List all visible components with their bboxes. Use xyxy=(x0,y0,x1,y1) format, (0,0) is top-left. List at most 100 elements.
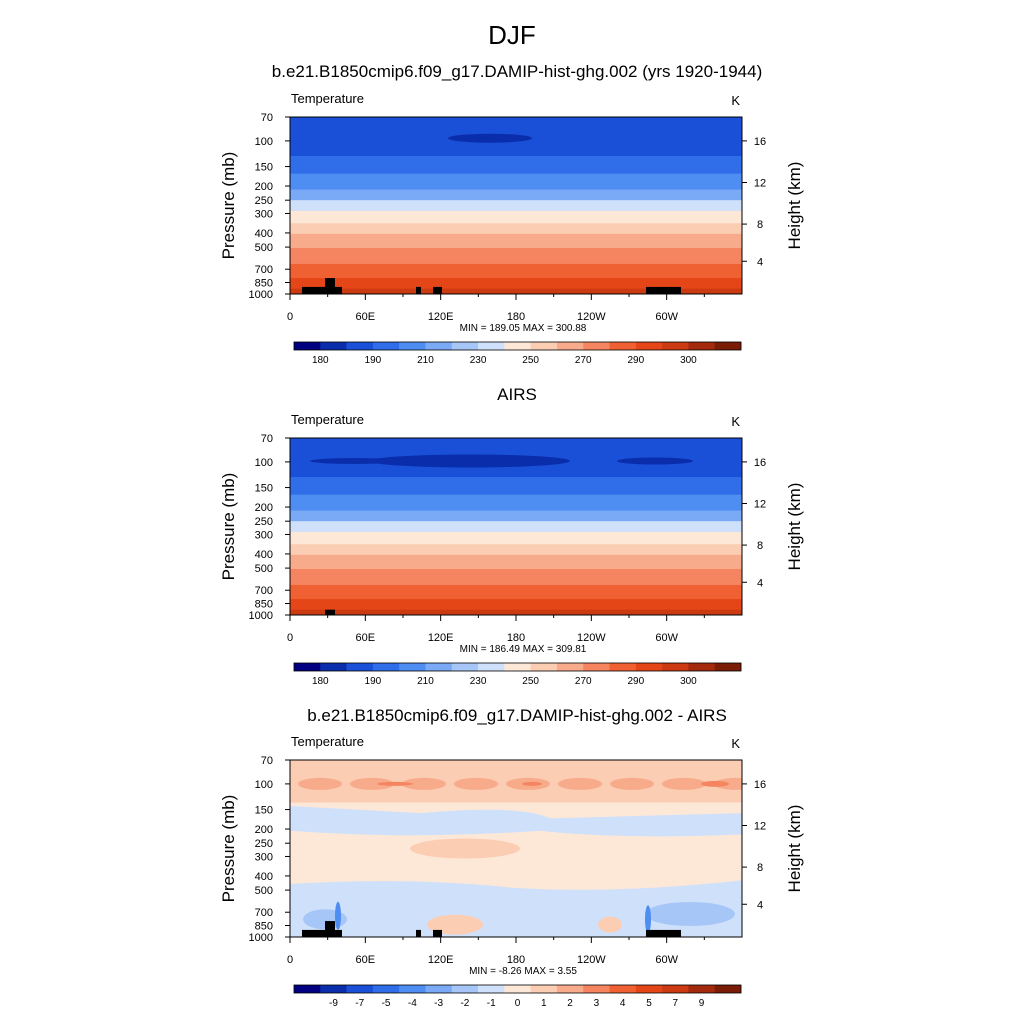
y-tick-label: 850 xyxy=(255,598,273,610)
temperature-band xyxy=(290,288,742,294)
x-tick-label: 180 xyxy=(507,954,525,966)
y2-tick-label: 16 xyxy=(754,779,766,791)
cool-anomaly-core xyxy=(335,901,341,930)
colorbar-label: 7 xyxy=(672,998,678,1009)
y-tick-label: 150 xyxy=(255,162,273,174)
x-tick-label: 0 xyxy=(287,632,293,644)
colorbar-swatch xyxy=(609,663,637,671)
x-tick-label: 60E xyxy=(356,954,376,966)
colorbar-label: -2 xyxy=(460,998,469,1009)
temperature-band xyxy=(290,599,742,611)
warm-anomaly-core xyxy=(377,781,413,786)
y-axis-label: Pressure (mb) xyxy=(219,795,238,903)
y-tick-label: 70 xyxy=(261,755,273,767)
colorbar-label: 300 xyxy=(680,355,697,366)
y-axis-label: Pressure (mb) xyxy=(219,473,238,581)
panel-1-title: b.e21.B1850cmip6.f09_g17.DAMIP-hist-ghg.… xyxy=(271,62,763,81)
contour-level xyxy=(290,215,742,224)
colorbar-swatch xyxy=(662,663,689,671)
y2-axis-label: Height (km) xyxy=(785,162,804,250)
colorbar-swatch xyxy=(478,985,505,993)
colorbar-label: 180 xyxy=(312,355,329,366)
x-tick-label: 120E xyxy=(428,954,454,966)
units-label: K xyxy=(731,736,740,751)
temperature-band xyxy=(290,278,742,290)
colorbar-swatch xyxy=(425,985,453,993)
colorbar-1: 180 190 210 230 250 270 290 300 xyxy=(293,341,742,366)
temperature-band xyxy=(290,554,742,570)
colorbar-swatch xyxy=(714,663,742,671)
y-axis-label: Pressure (mb) xyxy=(219,152,238,260)
colorbar-swatch xyxy=(425,342,453,350)
colorbar-swatch xyxy=(583,663,610,671)
contour-level xyxy=(290,536,742,545)
colorbar-swatch xyxy=(556,985,584,993)
colorbar-swatch xyxy=(688,663,716,671)
warm-anomaly-cell xyxy=(350,777,394,790)
contour-level xyxy=(290,526,742,532)
colorbar-label: 190 xyxy=(365,676,382,687)
contour-level xyxy=(290,205,742,211)
colorbar-label: -9 xyxy=(329,998,338,1009)
cold-tropopause-core xyxy=(310,458,400,465)
temperature-band xyxy=(290,173,742,191)
colorbar-label: 0 xyxy=(515,998,521,1009)
x-tick-label: 60E xyxy=(356,311,376,323)
colorbar-label: -4 xyxy=(408,998,417,1009)
temperature-band xyxy=(290,568,742,586)
y-tick-label: 850 xyxy=(255,920,273,932)
colorbar-swatch xyxy=(451,985,479,993)
colorbar-swatch xyxy=(451,663,479,671)
temperature-band xyxy=(290,521,742,533)
y2-axis-label: Height (km) xyxy=(785,483,804,571)
panel-3-title: b.e21.B1850cmip6.f09_g17.DAMIP-hist-ghg.… xyxy=(307,706,727,725)
y-tick-label: 100 xyxy=(255,136,273,148)
x-tick-label: 120W xyxy=(577,632,606,644)
colorbar-swatch xyxy=(346,663,374,671)
colorbar-swatch xyxy=(320,342,347,350)
colorbar-swatch xyxy=(635,342,663,350)
colorbar-label: -7 xyxy=(355,998,364,1009)
y2-tick-label: 4 xyxy=(757,577,763,589)
topography-mask xyxy=(325,278,335,294)
topography-mask xyxy=(325,609,335,615)
temperature-band xyxy=(290,247,742,265)
colorbar-swatch xyxy=(372,342,400,350)
panel-2: 7010015020025030040050070085010001612840… xyxy=(219,412,804,687)
x-tick-label: 0 xyxy=(287,311,293,323)
x-tick-label: 60E xyxy=(356,632,376,644)
colorbar-swatch xyxy=(346,342,374,350)
y2-tick-label: 4 xyxy=(757,256,763,268)
y-tick-label: 300 xyxy=(255,851,273,863)
plot-area-3 xyxy=(290,760,742,937)
colorbar-swatch xyxy=(609,342,637,350)
topography-mask xyxy=(302,929,342,937)
colorbar-label: 290 xyxy=(627,676,644,687)
y-tick-label: 300 xyxy=(255,529,273,541)
colorbar-swatch xyxy=(556,342,584,350)
warm-anomaly-core xyxy=(701,780,729,787)
colorbar-2: 180 190 210 230 250 270 290 300 xyxy=(293,662,742,687)
colorbar-label: 5 xyxy=(646,998,652,1009)
colorbar-label: 3 xyxy=(594,998,600,1009)
colorbar-swatch xyxy=(609,985,637,993)
x-tick-label: 120E xyxy=(428,632,454,644)
x-tick-label: 60W xyxy=(655,311,678,323)
colorbar-swatch xyxy=(662,342,689,350)
warm-anomaly-cell xyxy=(402,777,446,790)
variable-label: Temperature xyxy=(291,91,364,106)
colorbar-swatch xyxy=(714,985,742,993)
x-tick-label: 120W xyxy=(577,311,606,323)
colorbar-swatch xyxy=(425,663,453,671)
y-tick-label: 500 xyxy=(255,242,273,254)
warm-anomaly-cell xyxy=(454,777,498,790)
colorbar-swatch xyxy=(346,985,374,993)
temperature-band xyxy=(290,189,742,201)
colorbar-swatch xyxy=(688,985,716,993)
min-max-stats: MIN = 189.05 MAX = 300.88 xyxy=(460,323,587,334)
cool-anomaly-cell xyxy=(645,901,735,926)
y-tick-label: 500 xyxy=(255,885,273,897)
units-label: K xyxy=(731,414,740,429)
y2-tick-label: 8 xyxy=(757,219,763,231)
